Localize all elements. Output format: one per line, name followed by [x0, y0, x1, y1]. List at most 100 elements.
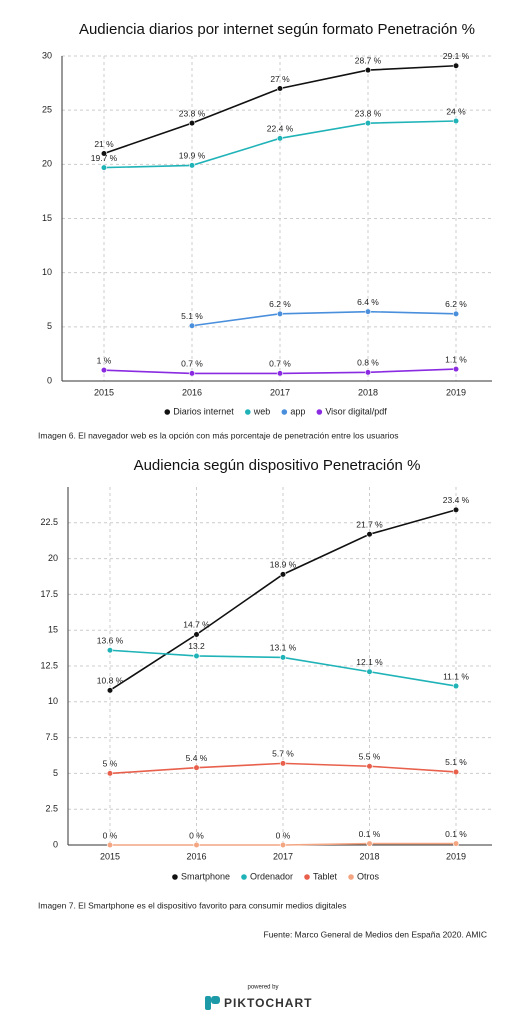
point — [279, 760, 287, 767]
data-label: 5.1 % — [181, 311, 203, 321]
data-label: 6.2 % — [445, 299, 467, 309]
point — [193, 652, 200, 660]
chart-title: Audiencia diarios por internet según for… — [79, 21, 475, 38]
legend-marker — [241, 874, 247, 880]
x-tick-label: 2018 — [358, 387, 378, 397]
data-label: 14.7 % — [183, 620, 210, 630]
data-label: 22.4 % — [267, 124, 294, 134]
data-label: 0.1 % — [445, 829, 467, 839]
point — [193, 841, 200, 849]
x-tick-label: 2017 — [270, 387, 290, 397]
legend-label: Smartphone — [181, 871, 230, 881]
point — [279, 654, 287, 661]
data-label: 18.9 % — [270, 560, 297, 570]
point — [364, 369, 372, 376]
point — [364, 308, 372, 315]
data-label: 5.1 % — [445, 757, 467, 767]
data-label: 0 % — [103, 830, 118, 840]
data-label: 0.8 % — [357, 358, 379, 368]
data-label: 0 % — [276, 830, 291, 840]
data-label: 5.4 % — [186, 753, 208, 763]
y-tick-label: 12.5 — [40, 660, 58, 670]
point — [366, 668, 373, 675]
logo-bar — [205, 996, 211, 1010]
y-tick-label: 22.5 — [40, 517, 58, 527]
powered-by: powered by — [247, 985, 278, 991]
x-tick-label: 2019 — [446, 387, 466, 397]
legend-label: app — [290, 406, 305, 416]
data-label: 21.7 % — [356, 520, 383, 530]
legend-marker — [304, 874, 310, 880]
point — [100, 150, 108, 157]
logo-bowl — [211, 996, 220, 1004]
data-label: 0.1 % — [359, 829, 381, 839]
legend-marker — [245, 409, 251, 415]
legend-marker — [281, 409, 288, 415]
data-label: 29.1 % — [443, 51, 470, 61]
y-tick-label: 0 — [47, 375, 52, 385]
x-tick-label: 2019 — [446, 851, 466, 861]
point — [100, 367, 108, 374]
point — [193, 631, 200, 638]
logo — [205, 996, 220, 1010]
point — [106, 647, 114, 654]
point — [188, 120, 196, 127]
caption: Imagen 7. El Smartphone es el dispositiv… — [38, 900, 347, 910]
point — [276, 85, 284, 92]
point — [279, 841, 287, 849]
data-label: 13.2 — [188, 641, 205, 651]
legend-marker — [172, 874, 178, 880]
data-label: 27 % — [270, 74, 290, 84]
data-label: 19.9 % — [179, 151, 206, 161]
data-label: 11.1 % — [443, 671, 469, 681]
series-line — [191, 310, 457, 327]
source: Fuente: Marco General de Medios den Espa… — [264, 929, 488, 939]
data-label: 5 % — [103, 759, 118, 769]
data-label: 23.4 % — [443, 495, 470, 505]
data-label: 21 % — [94, 139, 114, 149]
point — [188, 370, 196, 377]
x-tick-label: 2015 — [94, 387, 114, 397]
point — [276, 135, 284, 142]
point — [366, 531, 373, 538]
legend-label: Ordenador — [250, 871, 293, 881]
point — [106, 687, 114, 694]
point — [452, 840, 460, 847]
point — [452, 310, 460, 317]
data-label: 24 % — [446, 106, 466, 116]
data-label: 10.8 % — [97, 676, 124, 686]
legend-label: web — [253, 406, 271, 416]
point — [452, 365, 460, 373]
point — [366, 763, 373, 770]
y-tick-label: 15 — [42, 213, 52, 223]
x-tick-label: 2018 — [359, 851, 379, 861]
data-label: 1 % — [97, 355, 112, 365]
legend-marker — [316, 409, 323, 415]
brand: PIKTOCHART — [224, 996, 312, 1010]
point — [366, 840, 373, 847]
point — [452, 117, 460, 125]
point — [188, 322, 196, 329]
x-tick-label: 2016 — [182, 387, 202, 397]
data-label: 28.7 % — [355, 55, 382, 65]
data-label: 0.7 % — [269, 359, 291, 369]
y-tick-label: 5 — [53, 768, 58, 778]
point — [279, 571, 287, 578]
data-label: 0 % — [189, 830, 204, 840]
y-tick-label: 17.5 — [40, 589, 58, 599]
chart-title: Audiencia según dispositivo Penetración … — [134, 457, 421, 474]
data-label: 5.7 % — [272, 749, 294, 759]
legend-label: Visor digital/pdf — [325, 406, 387, 416]
data-label: 23.8 % — [179, 108, 206, 118]
x-tick-label: 2015 — [100, 851, 120, 861]
point — [452, 682, 460, 690]
y-tick-label: 0 — [53, 839, 58, 849]
x-tick-label: 2017 — [273, 851, 293, 861]
point — [106, 770, 114, 777]
data-label: 13.6 % — [97, 635, 124, 645]
y-tick-label: 10 — [42, 267, 52, 277]
legend-label: Tablet — [313, 871, 338, 881]
caption: Imagen 6. El navegador web es la opción … — [38, 430, 399, 440]
data-label: 12.1 % — [356, 657, 383, 667]
